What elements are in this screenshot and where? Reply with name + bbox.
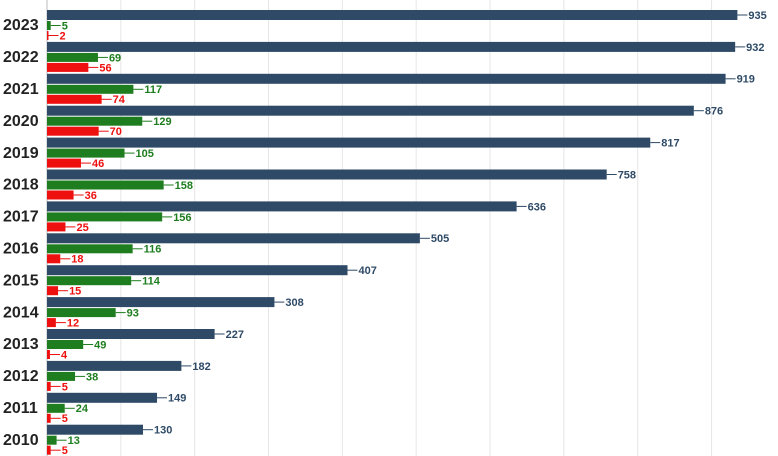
value-label: 12 <box>67 318 79 330</box>
y-tick-label: 2023 <box>3 17 39 34</box>
bar <box>47 31 49 40</box>
bar <box>47 392 158 403</box>
value-label: 5 <box>62 445 68 456</box>
bar <box>47 116 143 126</box>
y-tick-label: 2013 <box>3 336 39 353</box>
bar <box>47 126 99 136</box>
value-label: 114 <box>142 276 161 288</box>
value-label: 935 <box>748 10 766 22</box>
value-label: 149 <box>168 393 186 405</box>
bar <box>47 158 81 168</box>
bar <box>47 413 51 423</box>
bar <box>47 190 74 200</box>
value-label: 636 <box>528 201 546 213</box>
bar <box>47 180 164 190</box>
y-tick-label: 2018 <box>3 177 39 194</box>
y-tick-label: 2014 <box>3 304 39 321</box>
value-label: 817 <box>661 138 679 150</box>
value-label: 117 <box>144 84 162 96</box>
bar <box>47 73 726 84</box>
bar <box>47 254 61 264</box>
y-tick-label: 2012 <box>3 368 39 385</box>
y-tick-label: 2019 <box>3 145 39 162</box>
bar <box>47 10 738 20</box>
y-tick-label: 2020 <box>3 113 39 130</box>
bar <box>47 350 50 359</box>
y-tick-label: 2021 <box>3 81 39 98</box>
value-label: 932 <box>746 42 764 54</box>
value-label: 56 <box>99 62 111 74</box>
y-tick-label: 2016 <box>3 241 39 258</box>
bar <box>47 212 163 222</box>
value-label: 2 <box>59 30 65 42</box>
value-label: 156 <box>173 212 191 224</box>
bar <box>47 21 51 30</box>
value-label: 129 <box>153 116 171 128</box>
y-tick-label: 2022 <box>3 49 39 66</box>
bar <box>47 137 651 148</box>
value-label: 182 <box>192 361 210 373</box>
value-label: 38 <box>86 371 98 383</box>
bar <box>47 318 56 328</box>
y-tick-label: 2015 <box>3 272 39 289</box>
bar <box>47 222 66 232</box>
value-label: 158 <box>175 180 193 192</box>
value-label: 18 <box>71 254 83 266</box>
value-label: 505 <box>431 233 449 245</box>
bar <box>47 265 348 276</box>
value-label: 70 <box>110 126 122 138</box>
value-label: 919 <box>737 74 755 86</box>
bar <box>47 360 182 371</box>
value-label: 46 <box>92 158 104 170</box>
bar <box>47 94 102 104</box>
value-label: 758 <box>618 169 636 181</box>
bar <box>47 403 65 413</box>
bar <box>47 297 275 308</box>
bar <box>47 105 694 116</box>
value-label: 24 <box>76 403 89 415</box>
value-label: 74 <box>113 94 126 106</box>
bar <box>47 169 607 180</box>
value-label: 5 <box>62 413 68 425</box>
y-tick-label: 2010 <box>3 432 39 449</box>
bar <box>47 340 84 349</box>
y-tick-label: 2017 <box>3 209 39 226</box>
value-label: 15 <box>69 286 81 298</box>
y-tick-label: 2011 <box>3 400 38 417</box>
bar <box>47 148 125 158</box>
bar <box>47 276 132 286</box>
value-label: 105 <box>136 148 154 160</box>
value-label: 93 <box>127 308 139 320</box>
value-label: 876 <box>705 106 723 118</box>
bar <box>47 371 76 381</box>
bar <box>47 329 215 339</box>
bar <box>47 41 736 52</box>
value-label: 227 <box>226 329 244 341</box>
bar <box>47 52 98 62</box>
value-label: 308 <box>285 297 303 309</box>
value-label: 5 <box>62 20 68 32</box>
bar <box>47 62 89 72</box>
value-label: 69 <box>109 52 121 64</box>
bar <box>47 233 420 244</box>
bar <box>47 424 143 435</box>
bar <box>47 244 133 254</box>
bar <box>47 435 57 445</box>
bar <box>47 445 51 455</box>
value-label: 4 <box>61 349 68 361</box>
value-label: 13 <box>68 435 80 447</box>
value-label: 407 <box>359 265 377 277</box>
value-label: 25 <box>76 222 88 234</box>
bar <box>47 381 51 391</box>
value-label: 116 <box>144 244 162 256</box>
bar <box>47 84 134 94</box>
value-label: 5 <box>62 381 68 393</box>
value-label: 130 <box>154 425 172 437</box>
bar <box>47 286 59 296</box>
value-label: 49 <box>94 339 106 351</box>
value-label: 36 <box>85 190 97 202</box>
bar <box>47 201 517 212</box>
bar <box>47 308 116 318</box>
